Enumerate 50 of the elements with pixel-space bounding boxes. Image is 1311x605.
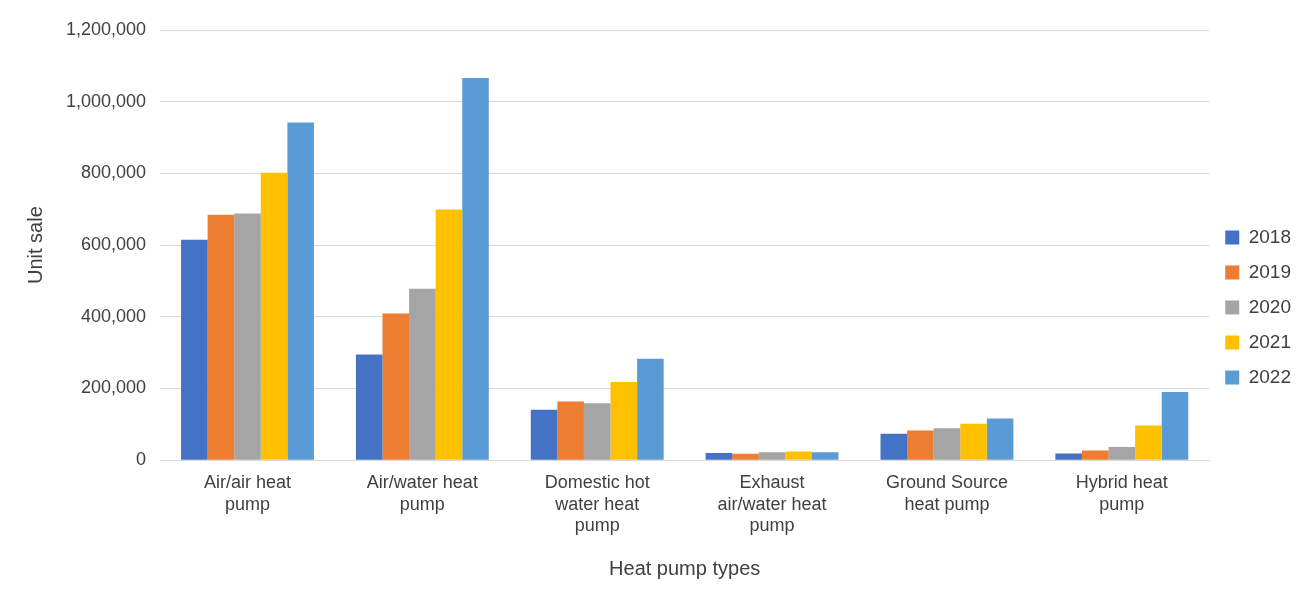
bar — [1055, 453, 1082, 460]
legend-label: 2021 — [1248, 330, 1292, 352]
bar — [785, 451, 812, 460]
bar — [705, 453, 733, 460]
bar — [355, 354, 383, 460]
bar — [907, 430, 934, 460]
bar — [435, 209, 463, 460]
bar — [933, 428, 961, 460]
bar — [583, 403, 611, 460]
bar — [610, 382, 638, 460]
legend-label: 2019 — [1248, 260, 1292, 282]
x-tick-label: Air/air heat pump — [203, 471, 292, 514]
bar — [409, 288, 436, 460]
y-tick-label: 800,000 — [81, 162, 147, 183]
x-tick-label: Air/water heat pump — [366, 471, 478, 514]
bar — [811, 452, 839, 460]
bar — [986, 418, 1014, 460]
x-tick-label: Hybrid heat pump — [1075, 471, 1168, 514]
y-tick-label: 1,200,000 — [66, 18, 147, 39]
legend-label: 2018 — [1248, 225, 1292, 247]
bar — [260, 172, 288, 460]
x-tick-label: Domestic hot water heat pump — [544, 471, 650, 536]
x-axis-title: Heat pump types — [609, 556, 761, 579]
y-tick-label: 1,000,000 — [66, 90, 147, 111]
bar — [287, 122, 314, 460]
bar — [960, 423, 987, 460]
x-tick-label: Exhaust air/water heat pump — [717, 471, 827, 536]
bar — [557, 401, 584, 460]
bar — [732, 453, 759, 460]
y-tick-label: 600,000 — [81, 234, 147, 255]
bar — [530, 409, 558, 460]
y-tick-label: 200,000 — [81, 377, 147, 398]
bar — [1108, 446, 1136, 460]
bar — [382, 313, 410, 460]
y-tick-label: 0 — [136, 449, 147, 470]
bar — [1161, 392, 1189, 460]
bar — [234, 213, 261, 460]
bar — [1081, 450, 1109, 460]
bar — [181, 239, 208, 460]
y-axis-title: Unit sale — [23, 206, 46, 285]
bar — [207, 214, 235, 460]
legend-label: 2022 — [1248, 365, 1292, 387]
x-tick-label: Ground Source heat pump — [885, 471, 1008, 514]
bar — [637, 358, 664, 460]
bar — [880, 433, 908, 460]
legend-label: 2020 — [1248, 295, 1292, 317]
bar — [758, 452, 786, 460]
bar — [1135, 425, 1162, 460]
y-tick-label: 400,000 — [81, 305, 147, 326]
bar — [462, 78, 489, 460]
